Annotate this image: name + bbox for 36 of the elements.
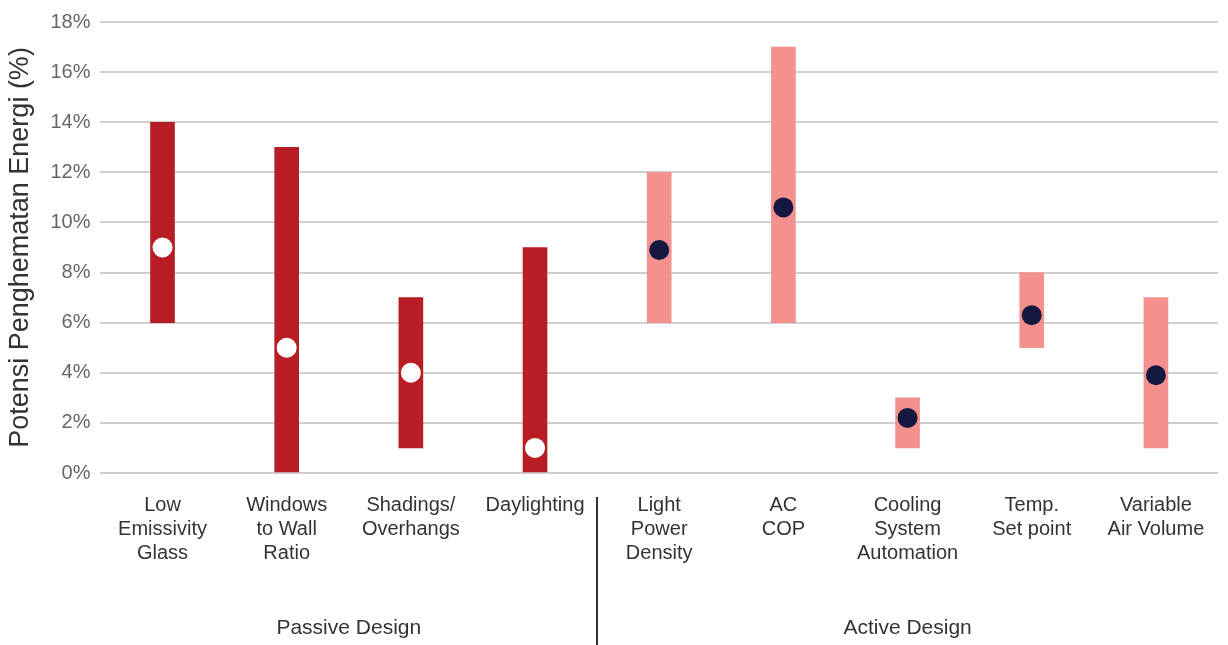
y-tick-label: 0% — [61, 460, 91, 483]
x-tick-label: Low Emissivity Glass — [118, 492, 207, 563]
bar — [771, 46, 796, 323]
bar — [522, 247, 548, 473]
y-tick-label: 14% — [50, 109, 91, 132]
x-tick-label: Windows to Wall Ratio — [246, 492, 328, 563]
y-tick-label: 10% — [50, 209, 91, 232]
y-tick-label: 16% — [50, 59, 91, 82]
y-tick-label: 18% — [50, 9, 91, 32]
bar — [398, 297, 424, 449]
point — [525, 437, 546, 458]
x-tick-label: Temp. Set point — [992, 492, 1072, 539]
x-tick-label: Daylighting — [485, 492, 585, 515]
bar — [646, 172, 672, 323]
text: Active Design — [843, 615, 972, 638]
y-tick-label: 6% — [61, 310, 91, 333]
point — [152, 237, 173, 258]
bar — [1143, 297, 1169, 449]
y-tick-label: 4% — [61, 360, 91, 383]
y-tick-label: 12% — [50, 159, 91, 182]
y-tick-label: 8% — [61, 260, 91, 283]
bar — [150, 121, 175, 323]
x-tick-label: Shadings/ Overhangs — [361, 492, 460, 539]
point — [400, 362, 421, 383]
point — [1145, 365, 1166, 386]
bar — [274, 146, 300, 473]
point — [649, 240, 670, 261]
x-tick-label: AC COP — [761, 492, 806, 539]
point — [773, 197, 794, 218]
x-tick-label: Light Power Density — [625, 492, 693, 563]
y-tick-label: 2% — [61, 410, 91, 433]
text: Passive Design — [276, 615, 422, 638]
point — [276, 337, 297, 358]
x-tick-label: Cooling System Automation — [856, 492, 959, 563]
x-tick-label: Variable Air Volume — [1107, 492, 1205, 539]
y-axis-title: Potensi Penghematan Energi (%) — [3, 47, 34, 448]
